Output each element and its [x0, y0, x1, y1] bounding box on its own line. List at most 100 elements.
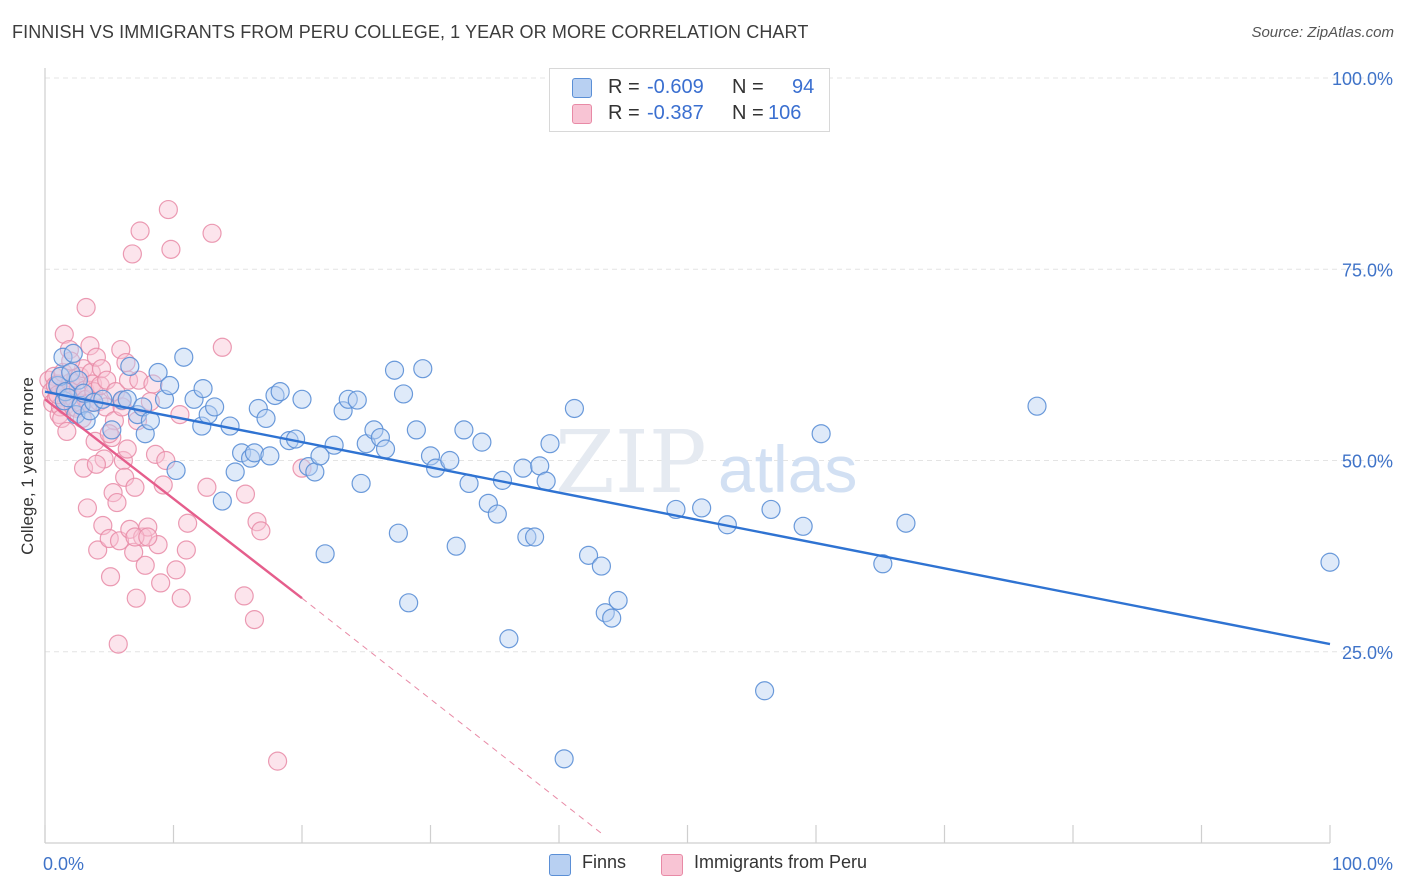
finns-point: [120, 356, 140, 377]
peru-point: [57, 421, 77, 442]
legend-r-label: R =: [608, 76, 640, 98]
finns-trend-line: [44, 390, 1331, 646]
finns-point: [265, 385, 285, 406]
peru-point: [117, 439, 137, 459]
y-tick-label: 75.0%: [1342, 260, 1393, 280]
legend-peru-r: -0.387: [647, 102, 704, 124]
finns-point: [205, 397, 225, 417]
finns-point: [388, 523, 408, 543]
finns-point: [393, 384, 414, 404]
finns-point: [564, 398, 585, 419]
finns-point: [212, 491, 232, 511]
finns-point: [102, 420, 122, 440]
finns-point: [602, 608, 622, 628]
legend-r-label: R =: [608, 102, 640, 124]
finns-point: [811, 424, 831, 444]
peru-legend-swatch: [661, 854, 683, 876]
legend-n-label: N =: [732, 102, 764, 124]
finns-point: [440, 450, 460, 471]
finns-point: [370, 427, 390, 448]
finns-point: [270, 382, 290, 402]
y-tick-label: 100.0%: [1332, 69, 1393, 89]
peru-point: [86, 347, 107, 367]
finns-point: [305, 462, 325, 482]
finns-point: [248, 398, 268, 419]
finns-legend-swatch: [549, 854, 571, 876]
peru-point: [178, 513, 198, 533]
finns-point: [324, 435, 344, 455]
finns-point: [351, 473, 371, 494]
grid-lines: [45, 77, 1392, 653]
peru-trend-line: [44, 398, 303, 600]
peru-point: [122, 244, 142, 264]
peru-point: [77, 498, 98, 518]
finns-point: [472, 432, 492, 452]
finns-point: [292, 389, 312, 409]
y-tick-label: 50.0%: [1342, 452, 1393, 472]
finns-point: [61, 362, 81, 383]
peru-point: [212, 337, 232, 357]
finns-point: [347, 390, 367, 410]
finns-point: [333, 401, 353, 421]
finns-point: [112, 390, 132, 410]
finns-point: [1320, 552, 1340, 572]
finns-point: [692, 498, 712, 518]
finns-point: [241, 448, 261, 468]
finns-point: [63, 343, 83, 363]
peru-point: [170, 405, 190, 425]
finns-swatch: [572, 78, 592, 98]
finns-point: [193, 378, 213, 399]
peru-point: [100, 567, 121, 587]
peru-point: [54, 324, 74, 344]
finns-point: [225, 462, 245, 482]
peru-point: [244, 610, 265, 630]
finns-point: [595, 603, 615, 623]
peru-point: [124, 542, 144, 562]
finns-point: [260, 446, 280, 466]
finns-point: [315, 544, 335, 564]
correlation-legend: R = -0.609 N = 94 R = -0.387 N = 106: [549, 68, 830, 132]
finns-point: [93, 389, 113, 409]
peru-point: [151, 573, 171, 593]
peru-point: [76, 297, 96, 318]
peru-point: [91, 359, 112, 379]
peru-point: [267, 751, 288, 771]
peru-point: [86, 454, 107, 474]
peru-swatch: [572, 104, 592, 124]
finns-point: [499, 629, 519, 649]
peru-point: [138, 517, 158, 537]
watermark-zip: ZIP: [555, 413, 707, 513]
finns-point: [1027, 396, 1047, 416]
finns-point: [364, 420, 384, 440]
peru-point: [148, 535, 168, 555]
peru-point: [73, 458, 94, 478]
finns-point: [420, 446, 441, 466]
finns-point: [50, 366, 71, 386]
peru-point: [166, 560, 186, 580]
peru-point: [125, 477, 145, 497]
finns-point: [406, 420, 426, 440]
legend-peru-n: 106: [768, 102, 802, 124]
finns-point: [591, 556, 612, 576]
finns-point: [896, 513, 916, 533]
finns-point: [608, 590, 628, 611]
peru-point: [171, 588, 191, 608]
finns-point: [310, 446, 330, 466]
finns-legend-label: Finns: [582, 852, 627, 872]
finns-point: [160, 375, 180, 396]
peru-trend-extension: [301, 597, 605, 836]
peru-point: [145, 444, 166, 464]
finns-point: [487, 504, 507, 524]
tick-labels: 25.0% 50.0% 75.0% 100.0% 0.0% 100.0%: [43, 69, 1393, 874]
peru-legend-label: Immigrants from Peru: [694, 852, 868, 872]
peru-point: [143, 374, 163, 394]
finns-point: [454, 420, 474, 440]
finns-point: [513, 458, 533, 478]
finns-point: [540, 434, 560, 454]
peru-point: [80, 336, 100, 356]
peru-point: [202, 223, 222, 243]
peru-point: [135, 555, 155, 575]
peru-point: [197, 477, 217, 497]
y-axis-label: College, 1 year or more: [18, 377, 37, 555]
